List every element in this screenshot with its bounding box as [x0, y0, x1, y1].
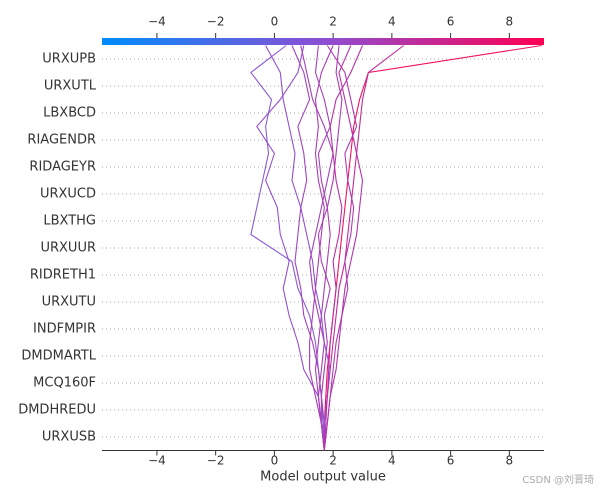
decision-line — [265, 45, 331, 451]
x-tick-label: 8 — [506, 454, 514, 468]
y-tick-label: URXUPB — [42, 52, 96, 67]
decision-line — [323, 45, 364, 451]
y-tick-label: RIAGENDR — [27, 133, 96, 148]
decision-line — [256, 45, 325, 451]
decision-line — [309, 45, 334, 451]
x-tick-label: 0 — [271, 454, 279, 468]
top-tick-label: 6 — [447, 15, 455, 29]
y-tick-label: DMDHREDU — [18, 403, 96, 418]
top-tick-label: 2 — [329, 15, 337, 29]
top-tick-label: −2 — [207, 15, 225, 29]
y-tick-label: URXUUR — [40, 241, 96, 256]
decision-line — [314, 45, 343, 451]
y-tick-label: LBXTHG — [43, 214, 96, 229]
x-tick-label: −2 — [207, 454, 225, 468]
y-tick-label: RIDAGEYR — [29, 160, 96, 175]
decision-line — [323, 44, 542, 451]
y-tick-label: URXUTL — [44, 79, 97, 94]
decision-line — [300, 45, 334, 451]
y-tick-label: INDFMPIR — [33, 322, 96, 337]
y-tick-label: RIDRETH1 — [30, 268, 96, 283]
colorbar — [102, 38, 544, 45]
lines — [250, 44, 542, 451]
decision-line — [250, 45, 325, 451]
y-tick-label: MCQ160F — [33, 376, 96, 391]
watermark: CSDN @刘晋琦 — [522, 474, 594, 486]
x-tick-label: 4 — [388, 454, 396, 468]
decision-line — [323, 45, 358, 451]
y-tick-label: URXUSB — [42, 430, 96, 445]
x-tick-label: −4 — [148, 454, 166, 468]
decision-line — [323, 45, 364, 451]
y-tick-label: URXUCD — [40, 187, 96, 202]
y-tick-label: URXUTU — [42, 295, 96, 310]
y-tick-label: DMDMARTL — [21, 349, 96, 364]
top-tick-label: 4 — [388, 15, 396, 29]
top-tick-label: −4 — [148, 15, 166, 29]
x-tick-label: 6 — [447, 454, 455, 468]
top-tick-label: 8 — [506, 15, 514, 29]
y-tick-label: LBXBCD — [43, 106, 96, 121]
x-axis-label: Model output value — [260, 470, 386, 485]
top-tick-label: 0 — [271, 15, 279, 29]
x-tick-label: 2 — [329, 454, 337, 468]
